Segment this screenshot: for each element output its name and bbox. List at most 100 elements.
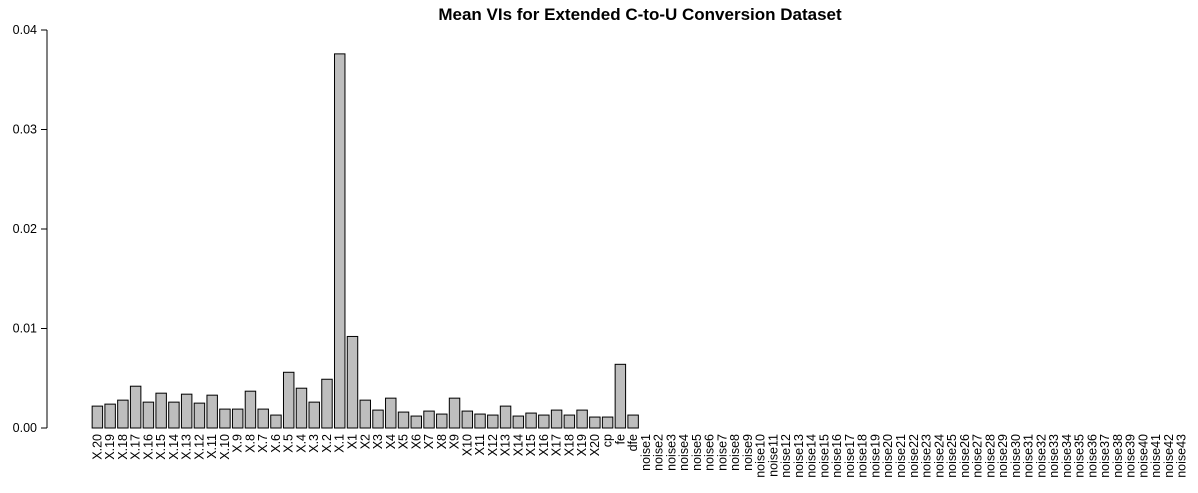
bar — [589, 416, 601, 429]
x-tick-label: X.20 — [90, 434, 104, 460]
bar — [117, 399, 129, 429]
x-tick-label: noise4 — [677, 434, 691, 471]
x-tick-label: noise41 — [1149, 434, 1163, 478]
bar — [282, 371, 295, 429]
x-tick-label: noise2 — [652, 434, 666, 471]
x-tick-label: noise9 — [741, 434, 755, 471]
x-tick-label: X16 — [537, 434, 551, 456]
x-tick-label: X.18 — [116, 434, 130, 460]
x-tick-label: X.3 — [307, 434, 321, 453]
x-tick-label: noise34 — [1060, 434, 1074, 478]
x-tick-label: noise27 — [971, 434, 985, 478]
bar — [244, 390, 257, 429]
x-tick-label: noise25 — [945, 434, 959, 478]
bar — [525, 412, 537, 429]
x-tick-label: noise31 — [1022, 434, 1036, 478]
y-tick-label: 0.00 — [13, 421, 37, 435]
x-tick-label: noise8 — [728, 434, 742, 471]
bar — [193, 402, 206, 429]
x-tick-label: noise40 — [1136, 434, 1150, 478]
x-tick-label: noise1 — [639, 434, 653, 471]
bar — [385, 397, 397, 429]
x-tick-label: X.1 — [333, 434, 347, 453]
x-tick-label: X.2 — [320, 434, 334, 453]
x-tick-label: noise38 — [1111, 434, 1125, 478]
x-tick-label: noise18 — [856, 434, 870, 478]
bar — [499, 405, 512, 429]
x-tick-label: noise28 — [983, 434, 997, 478]
bar — [346, 335, 359, 429]
bar — [180, 393, 193, 429]
x-tick-label: noise24 — [932, 434, 946, 478]
x-tick-label: noise42 — [1162, 434, 1176, 478]
x-tick-label: cp — [601, 434, 615, 447]
bar — [321, 378, 333, 429]
x-tick-label: X.15 — [154, 434, 168, 460]
bar — [142, 401, 155, 429]
bar — [155, 392, 167, 429]
x-tick-label: noise30 — [1009, 434, 1023, 478]
bar — [576, 409, 588, 429]
x-tick-label: X13 — [499, 434, 513, 456]
x-tick-label: X.9 — [231, 434, 245, 453]
bar — [601, 416, 614, 429]
x-tick-label: X.17 — [129, 434, 143, 460]
x-tick-label: X14 — [511, 434, 525, 456]
x-tick-label: noise6 — [703, 434, 717, 471]
x-tick-label: noise13 — [792, 434, 806, 478]
bar — [474, 413, 486, 429]
x-tick-label: noise26 — [958, 434, 972, 478]
x-tick-label: noise43 — [1175, 434, 1189, 478]
bar — [461, 410, 474, 429]
x-tick-label: X15 — [524, 434, 538, 456]
x-tick-label: fe — [613, 434, 627, 444]
x-tick-label: X3 — [371, 434, 385, 449]
bar — [410, 415, 423, 429]
bar — [627, 414, 639, 429]
x-tick-label: noise12 — [779, 434, 793, 478]
x-tick-label: X11 — [473, 434, 487, 455]
x-tick-label: X1 — [345, 434, 359, 449]
x-tick-label: noise29 — [996, 434, 1010, 478]
x-tick-label: X8 — [435, 434, 449, 449]
x-tick-label: X20 — [588, 434, 602, 456]
x-tick-label: dfe — [626, 434, 640, 451]
x-tick-label: noise32 — [1034, 434, 1048, 478]
x-tick-label: X5 — [397, 434, 411, 449]
x-tick-label: X.6 — [269, 434, 283, 453]
bar — [423, 410, 435, 429]
x-tick-label: X6 — [409, 434, 423, 449]
x-tick-label: X9 — [448, 434, 462, 449]
x-tick-label: noise3 — [664, 434, 678, 471]
x-tick-label: noise22 — [907, 434, 921, 478]
bar — [436, 413, 448, 429]
x-tick-label: noise14 — [805, 434, 819, 478]
y-tick-label: 0.02 — [13, 222, 37, 236]
bar — [206, 394, 218, 429]
x-tick-label: noise15 — [817, 434, 831, 478]
x-tick-label: X.13 — [180, 434, 194, 460]
x-tick-label: X.12 — [192, 434, 206, 460]
bar — [512, 415, 525, 429]
bar — [538, 414, 550, 429]
x-tick-label: X18 — [562, 434, 576, 456]
x-tick-label: noise23 — [920, 434, 934, 478]
x-tick-label: X.5 — [282, 434, 296, 453]
y-tick-label: 0.03 — [13, 123, 37, 137]
bar — [295, 387, 308, 429]
y-tick-label: 0.04 — [13, 23, 37, 37]
bar — [397, 411, 410, 429]
x-tick-label: X2 — [358, 434, 372, 449]
bar — [129, 385, 142, 429]
x-tick-label: noise10 — [754, 434, 768, 478]
x-tick-label: noise7 — [715, 434, 729, 471]
x-tick-label: noise39 — [1124, 434, 1138, 478]
x-tick-label: X.11 — [205, 434, 219, 459]
bar — [359, 399, 371, 429]
x-tick-label: noise33 — [1047, 434, 1061, 478]
x-tick-label: X10 — [460, 434, 474, 456]
x-tick-label: X19 — [575, 434, 589, 456]
bar — [270, 414, 282, 429]
x-tick-label: X4 — [384, 434, 398, 449]
